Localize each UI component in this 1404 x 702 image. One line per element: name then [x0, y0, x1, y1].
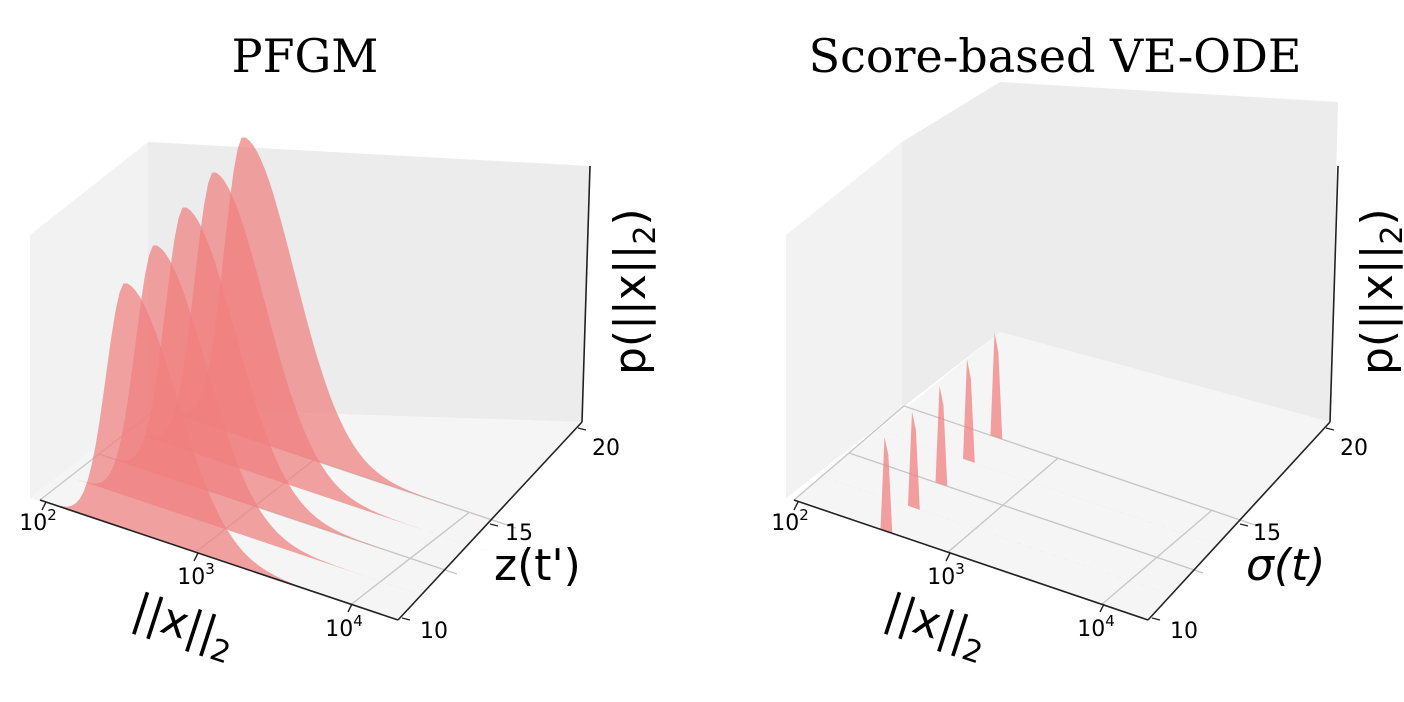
y-tick-label: 20: [592, 436, 620, 461]
y-tick-label: 20: [1340, 436, 1368, 461]
x-tick-label: 103: [177, 560, 215, 590]
density-curve-2: [69, 245, 428, 597]
chart-pfgm: PFGM 102 103 104 10 15 20 ||x||2 z(t') p…: [19, 29, 663, 671]
x-tick-mark: [347, 603, 353, 613]
y-axis-line: [1147, 421, 1331, 621]
chart-title: Score-based VE-ODE: [809, 29, 1302, 83]
z-axis-line: [581, 165, 591, 423]
left-pane: [786, 142, 902, 498]
y-axis-label: σ(t): [1246, 540, 1325, 591]
x-tick-label: 104: [325, 612, 363, 642]
x-axis-label: ||x||2: [124, 584, 241, 671]
y-tick-label: 10: [420, 619, 448, 644]
x-tick-label: 102: [771, 506, 809, 536]
chart-title: PFGM: [232, 29, 379, 83]
density-curve-1: [40, 283, 398, 620]
y-tick-mark: [401, 617, 411, 621]
x-tick-label: 103: [927, 560, 965, 590]
y-tick-mark: [577, 427, 587, 431]
y-axis-line: [397, 421, 583, 621]
x-tick-mark: [1099, 603, 1105, 613]
x-tick-mark: [793, 501, 799, 511]
x-tick-label: 104: [1077, 612, 1115, 642]
y-tick-mark: [489, 523, 499, 527]
z-axis-label: p(||x||2): [605, 208, 663, 375]
y-tick-mark: [1151, 617, 1161, 621]
back-pane: [902, 82, 1338, 422]
x-axis-line: [39, 499, 399, 621]
x-tick-label: 102: [19, 506, 57, 536]
x-tick-mark: [945, 552, 951, 562]
chart-score-based: Score-based VE-ODE 102 103 104 10 15 20 …: [771, 29, 1404, 671]
y-tick-label: 15: [1253, 521, 1281, 546]
y-axis-label: z(t'): [494, 540, 581, 591]
x-tick-mark: [193, 552, 199, 562]
z-axis-line: [1329, 165, 1339, 423]
floor-pane: [794, 332, 1330, 620]
x-axis-label: ||x||2: [876, 584, 993, 671]
y-tick-mark: [1239, 523, 1249, 527]
x-tick-mark: [41, 501, 47, 511]
y-tick-label: 15: [505, 521, 533, 546]
x-axis-line: [793, 499, 1149, 621]
density-curves: [40, 137, 516, 620]
z-axis-label: p(||x||2): [1352, 208, 1404, 375]
y-tick-label: 10: [1170, 619, 1198, 644]
y-tick-mark: [1325, 427, 1335, 431]
